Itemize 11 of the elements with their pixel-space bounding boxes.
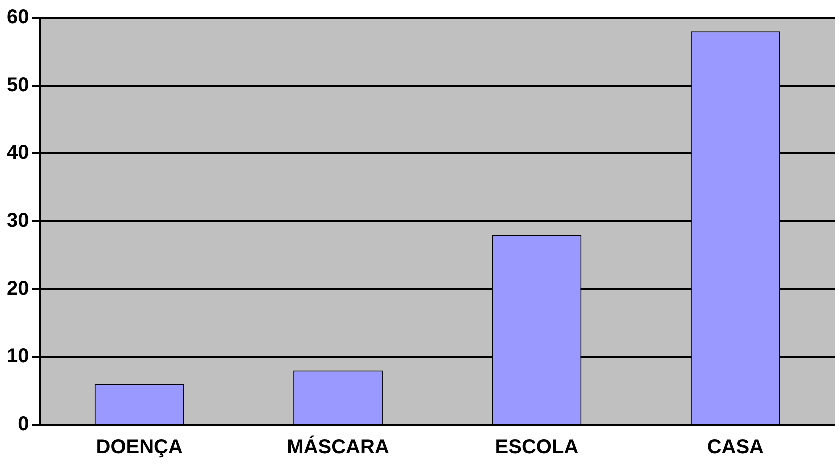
y-tick-label: 60 [6,6,30,29]
x-tick-label: DOENÇA [96,436,183,459]
x-tick-label: MÁSCARA [287,436,390,459]
x-tick-label: CASA [707,436,764,459]
x-tick-label: ESCOLA [495,436,579,459]
y-tick-label: 30 [6,210,30,232]
y-tick-label: 0 [18,414,30,436]
y-tick-label: 10 [6,346,30,368]
y-tick-label: 20 [6,278,30,300]
y-tick-label: 40 [6,142,30,164]
y-tick-label: 50 [6,74,30,96]
